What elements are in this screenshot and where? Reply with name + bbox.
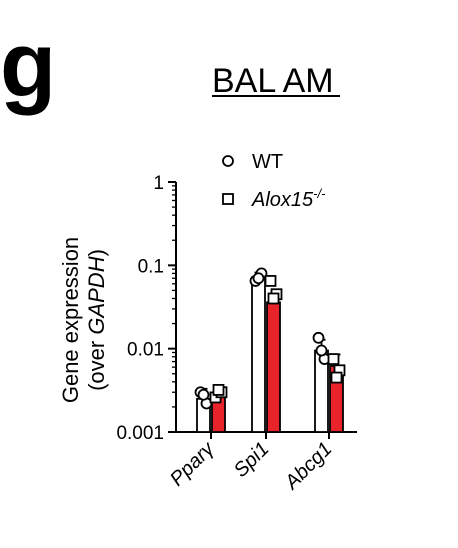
y-axis-label-line1: Gene expression bbox=[58, 237, 83, 403]
legend-label: WT bbox=[252, 151, 283, 173]
x-tick-label: Abcg1 bbox=[280, 438, 336, 494]
bar bbox=[251, 276, 266, 433]
y-axis-label: Gene expression (over GAPDH) bbox=[58, 237, 109, 403]
data-point bbox=[327, 353, 340, 365]
data-point bbox=[267, 292, 280, 305]
data-point bbox=[197, 388, 210, 401]
data-point bbox=[330, 371, 343, 384]
chart-title: BAL AM bbox=[212, 62, 334, 100]
legend-label: Alox15-/- bbox=[251, 186, 326, 211]
y-tick-label: 0.01 bbox=[127, 340, 164, 361]
y-tick-label: 1 bbox=[153, 173, 164, 194]
bar bbox=[266, 301, 281, 433]
panel-label: g bbox=[0, 14, 56, 116]
x-tick-label: Spi1 bbox=[230, 438, 274, 482]
bars-group bbox=[194, 267, 346, 433]
x-tick-label: Pparγ bbox=[166, 437, 219, 490]
data-point bbox=[252, 272, 265, 285]
data-point bbox=[264, 275, 277, 287]
legend-marker bbox=[222, 193, 234, 205]
legend-label-superscript: -/- bbox=[313, 186, 326, 201]
data-point bbox=[212, 384, 225, 396]
y-axis-label-line2: (over GAPDH) bbox=[84, 249, 109, 391]
y-tick-label: 0.1 bbox=[138, 256, 164, 277]
data-point bbox=[312, 331, 325, 344]
data-point bbox=[315, 344, 328, 357]
legend: WT Alox15-/- bbox=[222, 151, 326, 211]
legend-marker bbox=[222, 155, 234, 167]
legend-label-base: WT bbox=[252, 151, 283, 173]
y-tick-label: 0.001 bbox=[116, 423, 164, 444]
legend-label-base: Alox15 bbox=[251, 189, 314, 211]
